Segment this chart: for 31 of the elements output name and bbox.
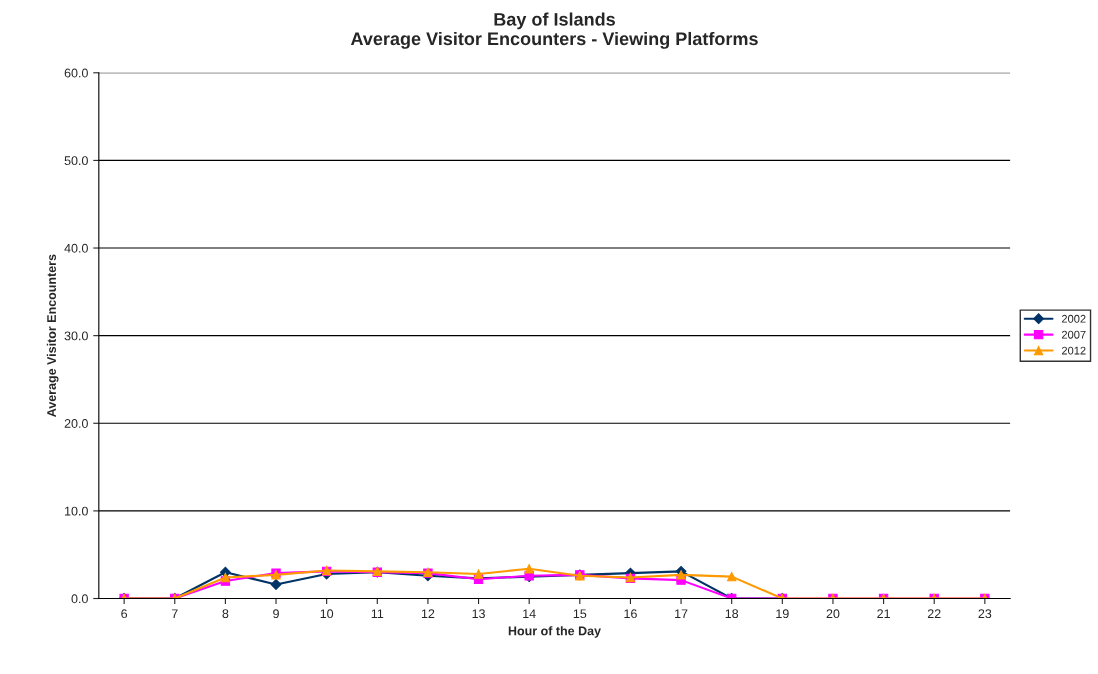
legend-label: 2012 — [1061, 346, 1086, 355]
x-tick-label: 23 — [978, 609, 992, 619]
x-tick-label: 13 — [472, 609, 485, 619]
x-tick-label: 16 — [624, 609, 637, 619]
x-tick-label: 18 — [725, 609, 739, 619]
x-tick-label: 17 — [675, 609, 688, 618]
y-tick-label: 10.0 — [65, 506, 88, 516]
x-tick-label: 20 — [826, 609, 840, 619]
chart-title: Bay of Islands Average Visitor Encounters - Viewing Platforms — [350, 12, 758, 49]
y-tick-label: 40.0 — [64, 243, 88, 253]
x-tick-label: 12 — [421, 609, 435, 618]
x-tick-label: 14 — [523, 609, 536, 618]
x-tick-label: 9 — [273, 609, 279, 619]
legend-label: 2002 — [1061, 314, 1086, 323]
y-tick-label: 60.0 — [64, 68, 88, 78]
y-tick-label: 50.0 — [64, 156, 88, 166]
x-tick-label: 22 — [927, 609, 941, 618]
x-tick-label: 7 — [171, 609, 178, 618]
x-tick-label: 6 — [121, 609, 128, 619]
x-tick-label: 15 — [573, 609, 587, 619]
y-axis-title: Average Visitor Encounters — [46, 254, 59, 417]
y-tick-label: 30.0 — [64, 331, 88, 341]
x-tick-label: 19 — [776, 609, 789, 619]
x-tick-label: 21 — [877, 609, 890, 618]
x-tick-label: 11 — [371, 609, 384, 618]
legend-label: 2007 — [1061, 330, 1086, 339]
y-tick-label: 20.0 — [64, 419, 88, 428]
y-tick-label: 0.0 — [71, 594, 88, 604]
x-tick-label: 8 — [222, 609, 229, 619]
x-axis-title: Hour of the Day — [508, 626, 601, 638]
x-tick-label: 10 — [320, 609, 334, 619]
